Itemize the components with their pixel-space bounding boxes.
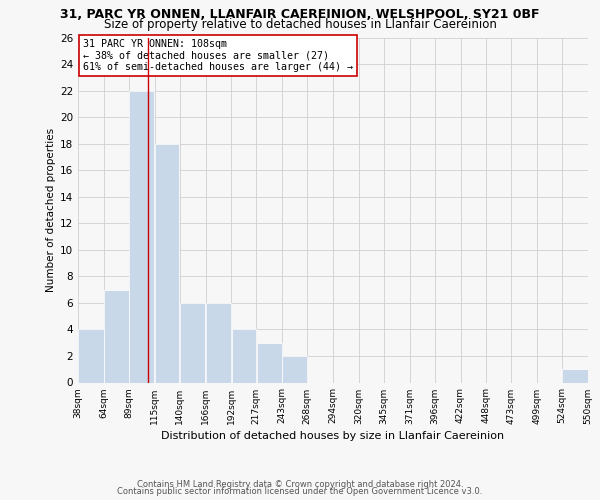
Bar (257, 342, 282, 382)
X-axis label: Distribution of detached houses by size in Llanfair Caereinion: Distribution of detached houses by size … (161, 430, 505, 440)
Text: 31, PARC YR ONNEN, LLANFAIR CAEREINION, WELSHPOOL, SY21 0BF: 31, PARC YR ONNEN, LLANFAIR CAEREINION, … (60, 8, 540, 20)
Bar (206, 303, 231, 382)
Bar (104, 290, 128, 382)
Text: 31 PARC YR ONNEN: 108sqm
← 38% of detached houses are smaller (27)
61% of semi-d: 31 PARC YR ONNEN: 108sqm ← 38% of detach… (83, 39, 353, 72)
Bar (562, 369, 588, 382)
Bar (129, 90, 154, 383)
Bar (283, 356, 307, 382)
Bar (232, 330, 256, 382)
Text: Contains public sector information licensed under the Open Government Licence v3: Contains public sector information licen… (118, 487, 482, 496)
Bar (78, 330, 104, 382)
Text: Contains HM Land Registry data © Crown copyright and database right 2024.: Contains HM Land Registry data © Crown c… (137, 480, 463, 489)
Text: Size of property relative to detached houses in Llanfair Caereinion: Size of property relative to detached ho… (104, 18, 496, 31)
Bar (180, 303, 205, 382)
Bar (155, 144, 179, 382)
Y-axis label: Number of detached properties: Number of detached properties (46, 128, 56, 292)
